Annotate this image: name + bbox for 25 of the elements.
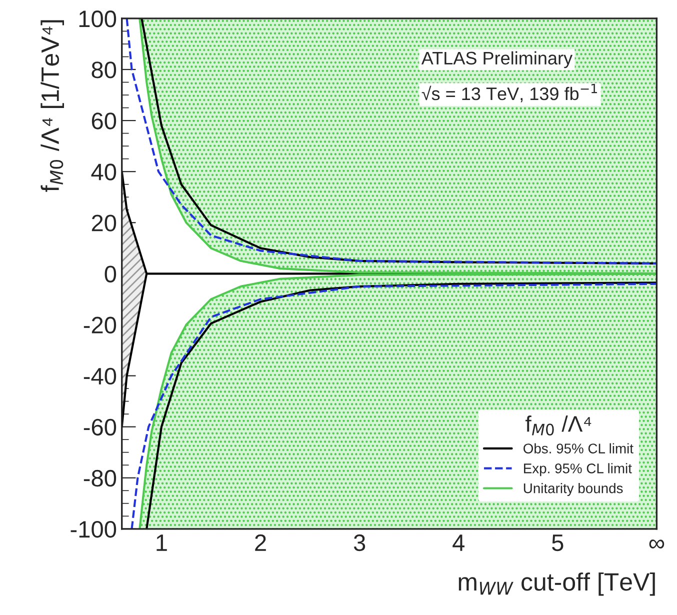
y-tick-label: 100 xyxy=(79,10,116,28)
y-tick-label: 20 xyxy=(92,214,116,232)
y-tick-label: -60 xyxy=(84,418,116,436)
x-tick-label: 3 xyxy=(354,534,366,552)
y-axis-title: f$_{M0}$ /Λ⁴ [1/TeV⁴] xyxy=(40,20,64,192)
y-tick-label: -80 xyxy=(84,470,116,487)
legend-title: f$_{M0}$ /Λ⁴ xyxy=(526,415,592,436)
legend-label: Unitarity bounds xyxy=(524,483,623,496)
y-tick-label: 80 xyxy=(92,62,116,78)
x-tick-label: 4 xyxy=(452,534,464,551)
y-tick-label: 40 xyxy=(91,164,116,180)
x-tick-label: 1 xyxy=(156,534,167,551)
y-tick-label: 0 xyxy=(104,266,116,282)
y-tick-label: -100 xyxy=(70,520,116,538)
annotation: √s = 13 TeV, 139 fb$^{−1}$ xyxy=(422,84,597,102)
x-axis-title: m$_{WW}$ cut-off [TeV] xyxy=(458,572,655,596)
x-tick-label: 2 xyxy=(255,534,266,551)
y-tick-label: -20 xyxy=(84,316,116,334)
annotation: ATLAS Preliminary xyxy=(421,51,573,68)
y-tick-label: -40 xyxy=(84,368,116,385)
x-tick-label: 5 xyxy=(552,534,564,552)
legend-label: Obs. 95% CL limit xyxy=(524,443,634,454)
y-tick-label: 60 xyxy=(92,112,116,130)
x-tick-label: ∞ xyxy=(649,540,664,549)
legend-label: Exp. 95% CL limit xyxy=(524,463,632,476)
